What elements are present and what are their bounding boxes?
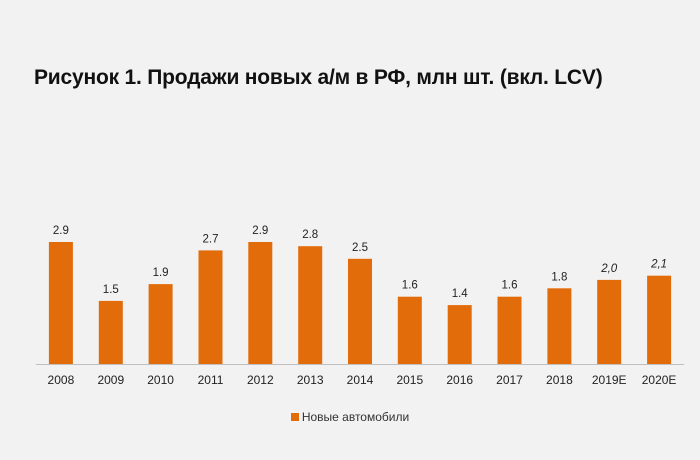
bar-2016 bbox=[447, 305, 472, 364]
legend-label: Новые автомобили bbox=[301, 410, 410, 424]
data-label-2009: 1.5 bbox=[103, 284, 119, 296]
x-tick-label-2020E: 2020E bbox=[642, 373, 677, 387]
data-label-2008: 2.9 bbox=[53, 225, 69, 237]
bar-2020E bbox=[647, 275, 672, 364]
x-tick-label-2014: 2014 bbox=[347, 373, 374, 387]
x-tick-label-2013: 2013 bbox=[297, 373, 324, 387]
data-label-2011: 2.7 bbox=[203, 233, 219, 245]
legend: Новые автомобили bbox=[0, 410, 700, 424]
bar-2017 bbox=[497, 296, 522, 364]
data-label-2019E: 2,0 bbox=[600, 263, 618, 275]
x-tick-label-2018: 2018 bbox=[546, 373, 573, 387]
x-tick-label-2009: 2009 bbox=[97, 373, 124, 387]
bar-2012 bbox=[248, 242, 273, 364]
bar-2011 bbox=[198, 250, 223, 364]
x-tick-label-2017: 2017 bbox=[496, 373, 523, 387]
chart-title: Рисунок 1. Продажи новых а/м в РФ, млн ш… bbox=[34, 66, 603, 89]
data-label-2010: 1.9 bbox=[153, 267, 169, 279]
x-tick-label-2008: 2008 bbox=[48, 373, 75, 387]
x-tick-label-2015: 2015 bbox=[396, 373, 423, 387]
data-label-2018: 1.8 bbox=[551, 271, 567, 283]
x-tick-label-2012: 2012 bbox=[247, 373, 274, 387]
legend-swatch bbox=[290, 413, 299, 421]
x-tick-label-2011: 2011 bbox=[198, 373, 224, 387]
data-label-2020E: 2,1 bbox=[650, 259, 667, 271]
x-tick-label-2019E: 2019E bbox=[592, 373, 627, 387]
data-label-2013: 2.8 bbox=[302, 229, 318, 241]
data-label-2014: 2.5 bbox=[352, 242, 368, 254]
bar-2014 bbox=[348, 258, 372, 364]
data-label-2016: 1.4 bbox=[452, 288, 469, 300]
bar-2008 bbox=[48, 242, 73, 364]
bar-2009 bbox=[98, 300, 123, 364]
bar-2019E bbox=[597, 279, 622, 364]
x-tick-label-2016: 2016 bbox=[446, 373, 473, 387]
data-label-2012: 2.9 bbox=[252, 225, 268, 237]
bar-2010 bbox=[148, 284, 173, 364]
bar-2013 bbox=[298, 246, 323, 364]
data-label-2017: 1.6 bbox=[502, 280, 518, 292]
x-tick-label-2010: 2010 bbox=[147, 373, 174, 387]
bar-2018 bbox=[547, 288, 572, 364]
bar-2015 bbox=[397, 296, 422, 364]
data-label-2015: 1.6 bbox=[402, 280, 418, 292]
